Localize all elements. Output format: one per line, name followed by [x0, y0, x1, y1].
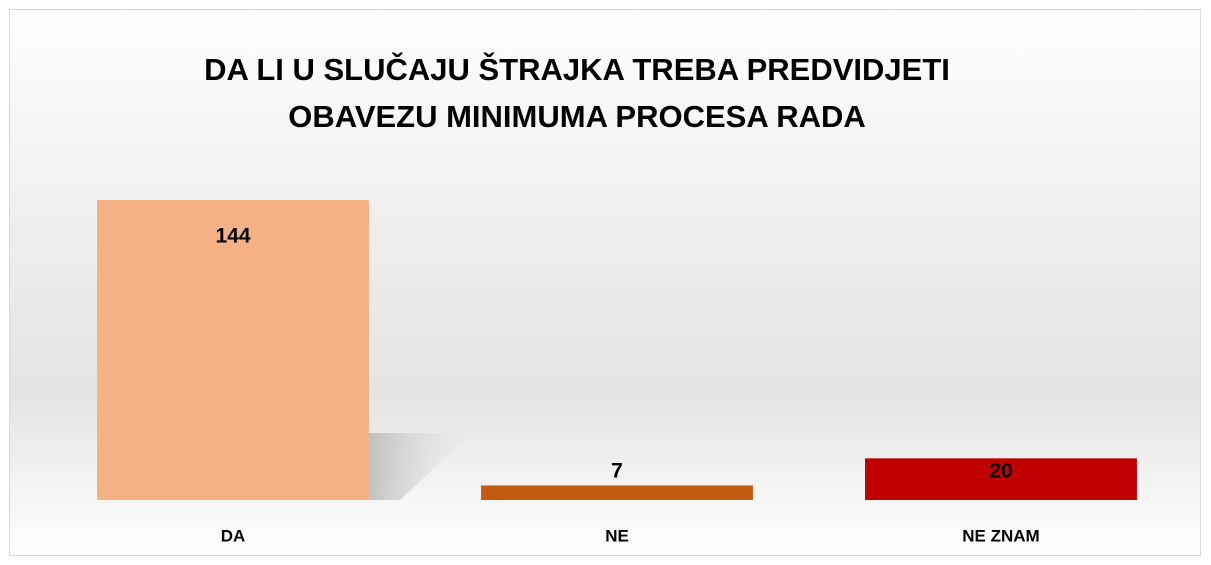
- x-tick-label: NE: [605, 526, 629, 545]
- bar: [865, 458, 1137, 500]
- x-tick-label: DA: [221, 526, 246, 545]
- chart-title: DA LI U SLUČAJU ŠTRAJKA TREBA PREDVIDJET…: [204, 51, 950, 87]
- bar-shadow: [369, 433, 472, 500]
- bar: [481, 485, 753, 500]
- x-tick-label: NE ZNAM: [962, 526, 1039, 545]
- value-label: 7: [611, 460, 623, 483]
- bar: [97, 200, 369, 500]
- value-label: 20: [989, 460, 1012, 483]
- value-label: 144: [215, 225, 250, 248]
- chart-title: OBAVEZU MINIMUMA PROCESA RADA: [288, 99, 866, 134]
